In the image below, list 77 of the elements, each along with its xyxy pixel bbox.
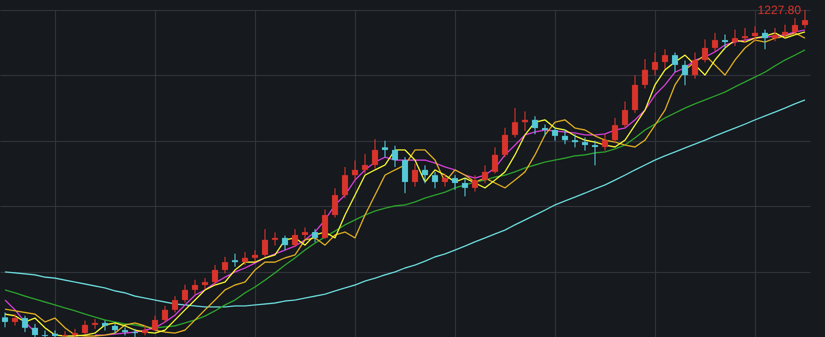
candlestick — [222, 256, 228, 274]
candlestick — [282, 235, 288, 251]
candlestick — [392, 145, 398, 168]
candlestick — [362, 153, 368, 174]
candlestick — [32, 323, 38, 337]
candlestick — [792, 18, 798, 36]
candlestick — [332, 188, 338, 218]
candlestick — [162, 305, 168, 323]
candlestick — [672, 52, 678, 73]
candlestick — [532, 116, 538, 135]
candlestick — [202, 278, 208, 290]
candlestick — [732, 29, 738, 46]
candlestick — [342, 166, 348, 199]
candlestick — [562, 128, 568, 145]
candlestick — [252, 250, 258, 262]
candlestick — [572, 134, 578, 148]
candlestick — [682, 60, 688, 86]
candlestick — [182, 284, 188, 304]
candlestick — [42, 330, 48, 337]
candlestick — [492, 146, 498, 174]
candlestick — [442, 173, 448, 188]
candlestick — [152, 315, 158, 332]
candlestick — [752, 26, 758, 42]
candlestick — [302, 226, 308, 240]
candlestick — [452, 174, 458, 190]
candlestick — [232, 253, 238, 268]
candlestick — [612, 117, 618, 143]
candlestick — [372, 138, 378, 170]
candlestick — [472, 174, 478, 192]
candlestick — [2, 312, 8, 328]
candlestick — [692, 52, 698, 80]
candlestick — [102, 320, 108, 331]
candlestick — [662, 48, 668, 70]
candlestick — [402, 156, 408, 194]
candlestick — [422, 164, 428, 184]
candlestick — [12, 314, 18, 326]
candlestick — [622, 101, 628, 128]
candlestick — [772, 27, 778, 42]
candlestick — [352, 160, 358, 181]
candlestick — [592, 140, 598, 166]
candlestick — [172, 296, 178, 313]
annotation: 1227.80 — [758, 3, 802, 17]
candlestick — [192, 279, 198, 295]
candlestick — [552, 127, 558, 142]
candlestick — [512, 108, 518, 138]
candlestick — [82, 320, 88, 335]
candlestick — [312, 228, 318, 243]
candlestick — [582, 137, 588, 152]
candlestick — [92, 318, 98, 330]
candlestick — [382, 140, 388, 158]
candlestick — [432, 171, 438, 189]
candlestick — [112, 323, 118, 334]
candlestick — [702, 38, 708, 63]
candlestick — [322, 208, 328, 240]
candlestick — [652, 52, 658, 76]
candlestick — [462, 178, 468, 197]
candlestick — [482, 164, 488, 184]
candlestick — [212, 264, 218, 286]
candlestick — [132, 328, 138, 337]
candlestick — [542, 124, 548, 136]
candlestick — [722, 34, 728, 50]
candlestick — [292, 228, 298, 248]
candlestick — [502, 127, 508, 158]
candlestick — [62, 330, 68, 337]
candlestick — [22, 315, 28, 333]
candlestick — [412, 163, 418, 188]
candlestick — [242, 251, 248, 266]
candlestick — [262, 228, 268, 258]
candlestick — [602, 134, 608, 152]
candlestick — [802, 10, 808, 28]
candlestick — [142, 325, 148, 336]
candlestick — [782, 24, 788, 38]
candlestick — [712, 32, 718, 52]
candlestick — [642, 58, 648, 89]
candlestick — [762, 29, 768, 50]
candlestick — [272, 232, 278, 246]
candlestick — [742, 27, 748, 44]
